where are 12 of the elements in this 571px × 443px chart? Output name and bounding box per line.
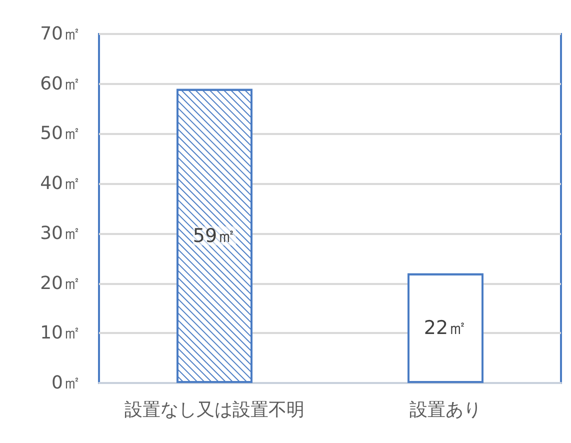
y-tick-label: 0㎡ (52, 372, 81, 394)
y-tick-label: 20㎡ (40, 272, 81, 294)
y-tick-label: 30㎡ (40, 222, 81, 244)
data-label: 22㎡ (424, 317, 468, 340)
y-tick-label: 50㎡ (40, 123, 81, 144)
y-tick-label: 40㎡ (40, 173, 81, 194)
y-tick-label: 70㎡ (40, 24, 81, 44)
y-tick-label: 10㎡ (40, 322, 81, 344)
x-tick-label: 設置なし又は設置不明 (124, 400, 304, 420)
y-tick-label: 60㎡ (40, 73, 81, 94)
x-tick-label: 設置あり (410, 400, 482, 420)
data-label: 59㎡ (192, 224, 236, 247)
